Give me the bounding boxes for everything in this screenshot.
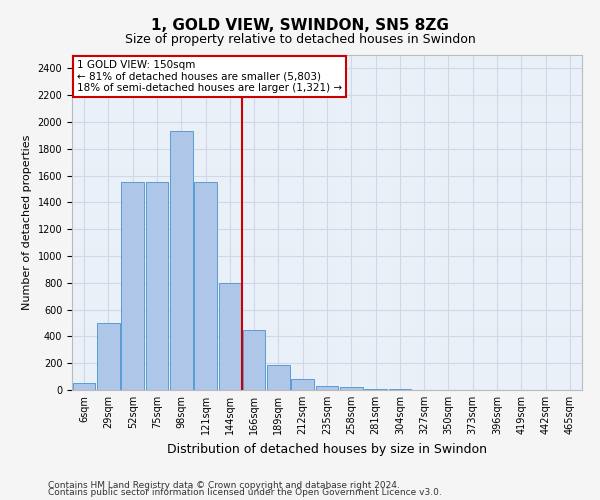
Text: Contains HM Land Registry data © Crown copyright and database right 2024.: Contains HM Land Registry data © Crown c… (48, 480, 400, 490)
Text: Size of property relative to detached houses in Swindon: Size of property relative to detached ho… (125, 32, 475, 46)
Bar (316, 386, 338, 390)
Bar (73, 384, 95, 390)
Bar (194, 182, 217, 390)
Bar (340, 388, 362, 390)
Bar (146, 182, 168, 390)
Bar (364, 388, 387, 390)
Bar (243, 330, 265, 390)
Bar (292, 380, 314, 390)
Bar (121, 182, 144, 390)
Text: 1 GOLD VIEW: 150sqm
← 81% of detached houses are smaller (5,803)
18% of semi-det: 1 GOLD VIEW: 150sqm ← 81% of detached ho… (77, 60, 342, 93)
Bar (267, 364, 290, 390)
Bar (218, 283, 241, 390)
Text: Contains public sector information licensed under the Open Government Licence v3: Contains public sector information licen… (48, 488, 442, 497)
Text: 1, GOLD VIEW, SWINDON, SN5 8ZG: 1, GOLD VIEW, SWINDON, SN5 8ZG (151, 18, 449, 32)
Bar (97, 323, 120, 390)
Y-axis label: Number of detached properties: Number of detached properties (22, 135, 32, 310)
X-axis label: Distribution of detached houses by size in Swindon: Distribution of detached houses by size … (167, 442, 487, 456)
Bar (170, 132, 193, 390)
